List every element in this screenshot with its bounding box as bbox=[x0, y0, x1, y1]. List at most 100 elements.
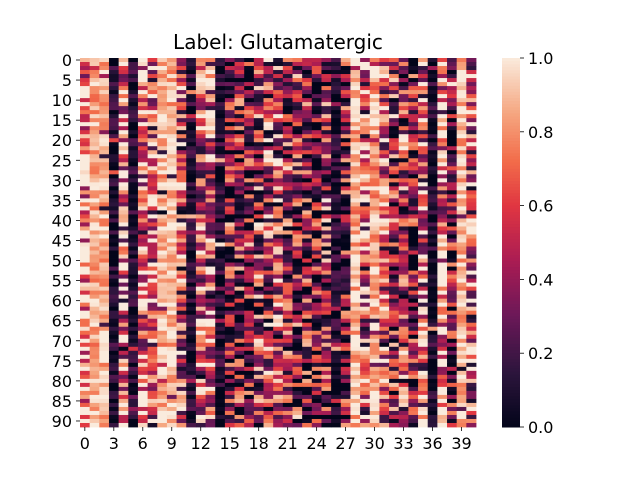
heatmap-cell bbox=[447, 314, 458, 320]
heatmap-cell bbox=[186, 334, 197, 340]
heatmap-cell bbox=[350, 114, 361, 119]
heatmap-cell bbox=[408, 66, 419, 71]
heatmap-cell bbox=[456, 110, 467, 115]
heatmap-cell bbox=[137, 414, 149, 420]
heatmap-cell bbox=[408, 286, 419, 292]
heatmap-cell bbox=[418, 366, 429, 372]
heatmap-cell bbox=[147, 70, 158, 75]
heatmap-cell bbox=[128, 198, 139, 203]
heatmap-cell bbox=[389, 106, 400, 111]
heatmap-cell bbox=[244, 358, 255, 364]
heatmap-cell bbox=[398, 214, 409, 219]
heatmap-cell bbox=[437, 142, 448, 147]
heatmap-cell bbox=[389, 274, 400, 279]
colorbar-segment bbox=[502, 402, 520, 406]
heatmap-cell bbox=[466, 158, 477, 163]
y-tick-label: 25 bbox=[52, 151, 72, 170]
heatmap-cell bbox=[302, 102, 313, 107]
y-tick-label: 45 bbox=[52, 231, 72, 250]
heatmap-cell bbox=[466, 398, 477, 404]
heatmap-cell bbox=[118, 222, 129, 227]
heatmap-cell bbox=[157, 358, 168, 364]
colorbar-segment bbox=[502, 396, 520, 400]
heatmap-cell bbox=[99, 350, 110, 356]
heatmap-cell bbox=[447, 278, 458, 284]
heatmap-cell bbox=[205, 330, 216, 336]
heatmap-cell bbox=[282, 314, 293, 320]
heatmap-cell bbox=[282, 174, 293, 179]
heatmap-cell bbox=[80, 222, 91, 227]
heatmap-cell bbox=[244, 374, 255, 380]
heatmap-cell bbox=[108, 278, 120, 284]
heatmap-cell bbox=[282, 342, 293, 348]
heatmap-cell bbox=[128, 206, 139, 211]
heatmap-cell bbox=[118, 346, 129, 352]
heatmap-cell bbox=[234, 98, 245, 103]
heatmap-cell bbox=[466, 162, 477, 167]
heatmap-cell bbox=[398, 250, 409, 255]
heatmap-cell bbox=[418, 402, 429, 408]
heatmap-cell bbox=[437, 354, 448, 360]
heatmap-cell bbox=[321, 350, 332, 356]
heatmap-cell bbox=[408, 154, 419, 159]
heatmap-cell bbox=[311, 226, 322, 231]
heatmap-cell bbox=[360, 170, 371, 175]
heatmap-cell bbox=[89, 82, 100, 87]
heatmap-cell bbox=[166, 290, 177, 296]
colorbar-segment bbox=[502, 294, 520, 299]
heatmap-cell bbox=[379, 370, 390, 376]
heatmap-cell bbox=[398, 110, 409, 115]
heatmap-cell bbox=[186, 370, 197, 376]
heatmap-cell bbox=[224, 262, 235, 267]
heatmap-cell bbox=[224, 198, 235, 203]
heatmap-cell bbox=[273, 374, 284, 380]
heatmap-cell bbox=[80, 318, 91, 324]
heatmap-cell bbox=[80, 298, 91, 304]
heatmap-cell bbox=[253, 170, 264, 175]
heatmap-cell bbox=[418, 310, 429, 316]
heatmap-cell bbox=[350, 234, 361, 239]
heatmap-cell bbox=[282, 126, 293, 131]
heatmap-cell bbox=[447, 226, 458, 231]
heatmap-cell bbox=[437, 358, 448, 364]
heatmap-cell bbox=[80, 150, 91, 155]
heatmap-cell bbox=[195, 198, 206, 203]
heatmap-cell bbox=[186, 110, 197, 115]
heatmap-cell bbox=[273, 390, 284, 396]
heatmap-cell bbox=[99, 418, 110, 424]
heatmap-cell bbox=[331, 422, 342, 428]
heatmap-cell bbox=[224, 158, 235, 163]
heatmap-cell bbox=[408, 374, 419, 380]
heatmap-cell bbox=[360, 94, 371, 99]
heatmap-cell bbox=[340, 66, 351, 71]
heatmap-cell bbox=[379, 386, 390, 392]
heatmap-cell bbox=[311, 378, 322, 384]
heatmap-cell bbox=[157, 222, 168, 227]
colorbar-segment bbox=[502, 88, 520, 93]
heatmap-cell bbox=[128, 178, 139, 183]
heatmap-cell bbox=[89, 206, 100, 211]
heatmap-cell bbox=[234, 370, 245, 376]
colorbar-tick-label: 0.2 bbox=[528, 344, 553, 363]
heatmap-cell bbox=[234, 122, 245, 127]
heatmap-cell bbox=[379, 354, 390, 360]
heatmap-cell bbox=[273, 110, 284, 115]
heatmap-cell bbox=[263, 346, 274, 352]
heatmap-cell bbox=[437, 398, 448, 404]
heatmap-cell bbox=[147, 218, 158, 223]
heatmap-cell bbox=[186, 70, 197, 75]
heatmap-cell bbox=[108, 270, 120, 275]
heatmap-cell bbox=[408, 78, 419, 83]
heatmap-cell bbox=[321, 314, 332, 320]
heatmap-cell bbox=[456, 338, 467, 344]
heatmap-cell bbox=[234, 318, 245, 324]
heatmap-cell bbox=[215, 382, 226, 388]
heatmap-cell bbox=[340, 318, 351, 324]
heatmap-cell bbox=[408, 378, 419, 384]
heatmap-cell bbox=[427, 318, 438, 324]
heatmap-cell bbox=[350, 62, 361, 67]
heatmap-cell bbox=[108, 78, 120, 83]
heatmap-cell bbox=[427, 258, 438, 263]
heatmap-cell bbox=[108, 294, 120, 300]
heatmap-cell bbox=[340, 386, 351, 392]
